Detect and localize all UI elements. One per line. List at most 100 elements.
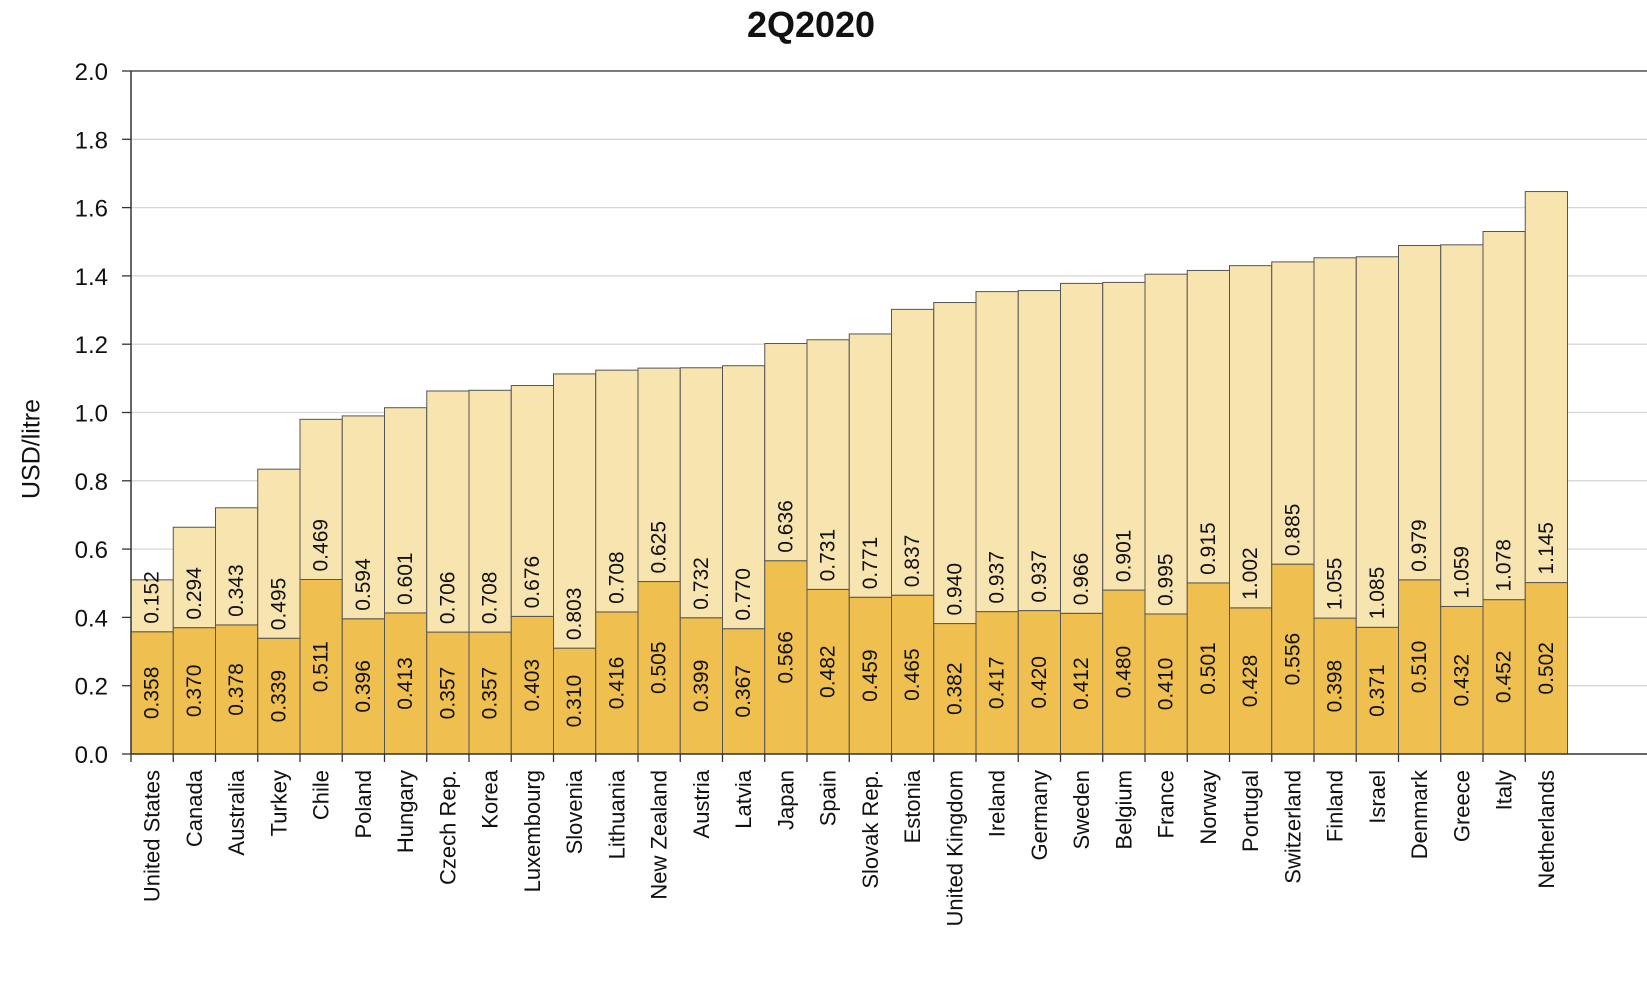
x-tick-label: New Zealand [647,770,672,900]
bar-segment-lower [637,581,681,755]
bar-segment-lower [1186,582,1230,755]
data-label: 0.452 [1493,651,1516,704]
data-label: 0.371 [1366,664,1389,717]
data-label: 0.601 [394,552,417,605]
bar-segment-upper [806,339,850,590]
data-label: 0.358 [141,667,164,720]
x-tick-label: Sweden [1069,770,1094,850]
bar-segment-lower [172,627,216,755]
bar-segment-upper [1060,282,1104,614]
y-tick-label: 0.4 [75,605,108,632]
y-tick-labels: 0.0 0.2 0.4 0.6 0.8 1.0 1.2 1.4 1.6 1.8 2.0 [75,59,108,769]
bar-segment-lower [891,594,935,755]
bar-segment-upper [215,507,259,626]
data-label: 0.495 [267,578,290,631]
data-label: 0.837 [901,535,924,588]
bar-segment-upper [426,390,470,633]
bar-segment-upper [1229,265,1273,609]
x-tick-label: Korea [478,769,503,828]
bar-segment-lower [1398,579,1442,755]
data-label: 0.708 [605,551,628,604]
x-tick-label: Czech Rep. [435,770,460,885]
data-label: 0.556 [1281,633,1304,686]
data-label: 0.339 [267,670,290,723]
bar-segment-lower [426,631,470,755]
data-label: 0.708 [479,572,502,625]
data-label: 0.367 [732,665,755,718]
data-label: 0.966 [1070,553,1093,606]
data-label: 1.002 [1239,547,1262,600]
bar-segment-lower [806,588,850,755]
y-tick-label: 1.2 [75,332,108,359]
x-tick-label: United States [140,770,165,902]
x-tick-label: Japan [773,770,798,830]
x-tick-label: Latvia [731,769,756,828]
data-label: 0.410 [1155,658,1178,711]
bar-segment-lower [130,631,174,755]
data-label: 0.412 [1070,657,1093,710]
data-label: 0.676 [521,556,544,609]
data-label: 1.078 [1493,539,1516,592]
axes [122,70,1647,762]
x-tick-label: Germany [1027,770,1052,860]
data-label: 0.343 [225,564,248,617]
x-tick-label: Norway [1196,770,1221,845]
x-tick-label: Luxembourg [520,770,545,892]
data-label: 0.566 [774,631,797,684]
bar-segment-upper [130,579,174,633]
bar-segment-upper [595,369,639,613]
data-label: 0.625 [648,521,671,574]
bar-segment-upper [933,302,977,625]
data-label: 1.059 [1450,546,1473,599]
data-label: 0.915 [1197,522,1220,575]
bar-segment-upper [1524,191,1568,584]
data-label: 0.416 [605,657,628,710]
bar-segment-upper [1186,269,1230,584]
data-label: 0.937 [986,551,1009,604]
data-label: 0.413 [394,657,417,710]
x-tick-label: Austria [689,769,714,838]
data-label: 0.995 [1155,553,1178,606]
data-label: 0.370 [183,665,206,718]
data-label: 0.403 [521,659,544,712]
bar-segment-lower [848,596,892,755]
bar-segment-upper [384,407,428,614]
x-tick-label: Portugal [1238,770,1263,852]
chart-title: 2Q2020 [746,4,876,45]
x-tick-label: Slovenia [562,769,587,854]
bar-segment-upper [1482,231,1526,601]
data-label: 0.803 [563,588,586,641]
x-tick-label: Denmark [1407,769,1432,859]
bar-segment-lower [933,623,977,755]
bar-segment-upper [975,291,1019,613]
data-label: 0.940 [943,563,966,616]
data-label: 0.901 [1112,530,1135,583]
data-label: 0.357 [479,667,502,720]
data-label: 0.294 [183,567,206,620]
data-label: 0.378 [225,663,248,716]
bar-segment-upper [891,308,935,596]
data-label: 0.398 [1324,660,1347,713]
data-label: 0.501 [1197,642,1220,695]
data-label: 0.885 [1281,504,1304,557]
x-tick-label: Italy [1492,770,1517,810]
data-label: 0.465 [901,648,924,701]
data-label: 0.310 [563,675,586,728]
data-label: 0.771 [859,537,882,590]
data-label: 0.382 [943,662,966,715]
bar-segment-lower [299,578,343,755]
x-tick-labels: United States Canada Australia Turkey Chile P… [140,769,1559,927]
data-label: 0.732 [690,557,713,610]
x-tick-label: Canada [182,769,207,847]
y-tick-label: 0.8 [75,469,108,496]
bar-segment-upper [637,367,681,583]
x-tick-label: Lithuania [604,769,629,859]
bar-segment-lower [1102,589,1146,755]
bar-segment-upper [299,418,343,580]
bar-segment-upper [510,385,554,617]
x-tick-label: Hungary [393,770,418,853]
bar-segment-upper [468,389,512,633]
bar-segment-upper [1102,281,1146,591]
bar-segment-lower [1060,612,1104,755]
